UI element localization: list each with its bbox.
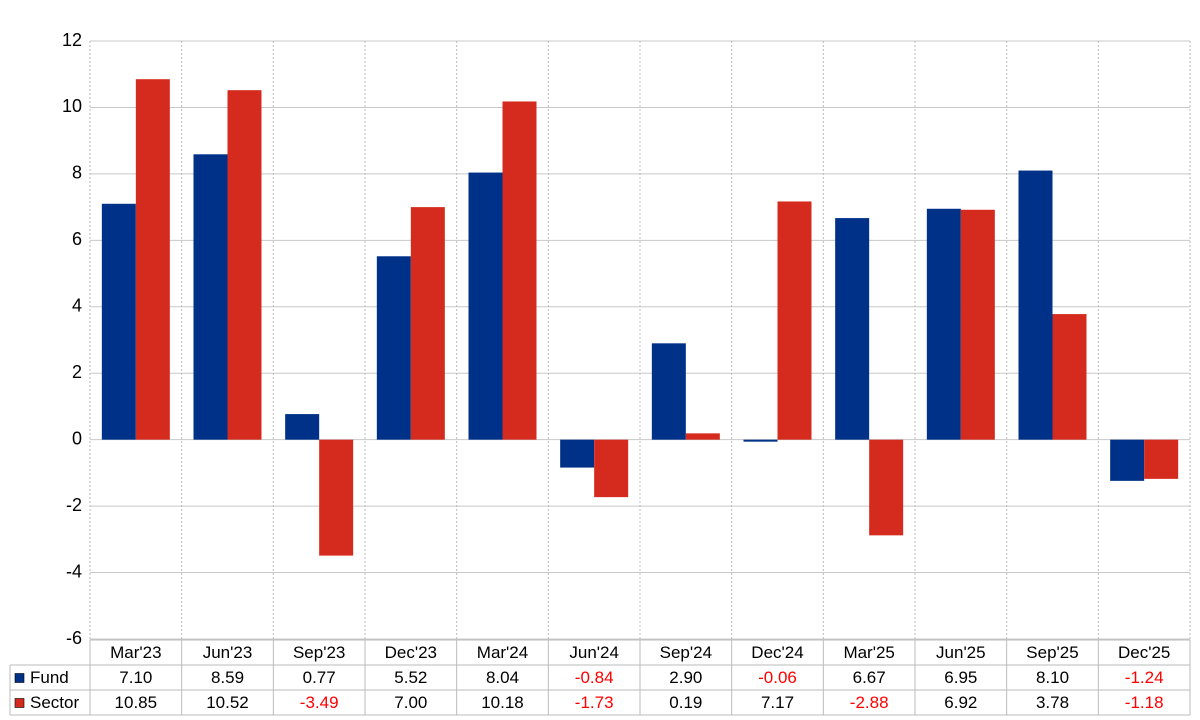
y-tick-label: -4 [66,561,82,581]
x-tick-label: Dec'24 [751,643,803,662]
value-label: 10.18 [481,693,524,712]
value-label: 6.92 [944,693,977,712]
bar [1110,439,1145,481]
bar [193,154,228,440]
value-label: 7.17 [761,693,794,712]
bar [835,218,870,440]
bar [560,439,595,468]
bar [376,256,411,440]
value-label: 0.19 [669,693,702,712]
x-tick-label: Jun'24 [569,643,619,662]
value-label: -1.73 [575,693,614,712]
value-label: -0.84 [575,668,614,687]
x-tick-label: Sep'24 [660,643,712,662]
bar [685,433,720,440]
bar [960,209,995,440]
legend-label: Fund [30,668,69,687]
legend-swatch [14,673,25,683]
bar [743,439,778,442]
bar [869,439,904,536]
bar [1144,439,1179,479]
value-label: -0.06 [758,668,797,687]
bar [594,439,629,498]
value-label: 6.67 [853,668,886,687]
x-tick-label: Jun'23 [203,643,253,662]
value-label: 8.04 [486,668,519,687]
x-tick-label: Sep'23 [293,643,345,662]
y-tick-label: 6 [72,229,82,249]
value-label: 7.00 [394,693,427,712]
value-label: 10.85 [115,693,158,712]
bar [227,90,262,440]
y-tick-label: 4 [72,296,82,316]
bar [926,208,961,440]
x-tick-label: Sep'25 [1026,643,1078,662]
y-tick-label: 2 [72,362,82,382]
bar [101,203,136,440]
bar [468,172,503,440]
y-tick-label: -6 [66,628,82,648]
legend-label: Sector [30,693,79,712]
bar [410,207,445,440]
x-tick-label: Dec'25 [1118,643,1170,662]
value-label: 8.10 [1036,668,1069,687]
value-label: -1.18 [1125,693,1164,712]
y-tick-label: 12 [62,30,82,50]
y-tick-label: 0 [72,428,82,448]
value-label: -2.88 [850,693,889,712]
bar [319,439,354,556]
y-tick-label: 10 [62,96,82,116]
bar [285,414,320,440]
x-tick-label: Mar'24 [477,643,528,662]
y-tick-label: 8 [72,163,82,183]
x-tick-label: Dec'23 [385,643,437,662]
value-label: 6.95 [944,668,977,687]
value-label: -1.24 [1125,668,1164,687]
value-label: -3.49 [300,693,339,712]
y-tick-label: -2 [66,495,82,515]
x-tick-label: Mar'25 [843,643,894,662]
bar [502,101,537,440]
x-tick-label: Jun'25 [936,643,986,662]
value-label: 0.77 [303,668,336,687]
legend-swatch [14,698,25,708]
value-label: 10.52 [206,693,249,712]
bar [651,343,686,440]
value-label: 3.78 [1036,693,1069,712]
value-label: 5.52 [394,668,427,687]
x-tick-label: Mar'23 [110,643,161,662]
bar [135,79,170,440]
bar [1052,314,1087,440]
value-label: 2.90 [669,668,702,687]
bar [1018,170,1053,440]
value-label: 8.59 [211,668,244,687]
value-label: 7.10 [119,668,152,687]
bar [777,201,812,440]
